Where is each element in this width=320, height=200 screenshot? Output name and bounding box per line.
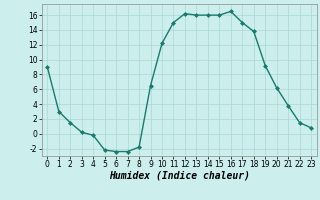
X-axis label: Humidex (Indice chaleur): Humidex (Indice chaleur) [109, 171, 250, 181]
